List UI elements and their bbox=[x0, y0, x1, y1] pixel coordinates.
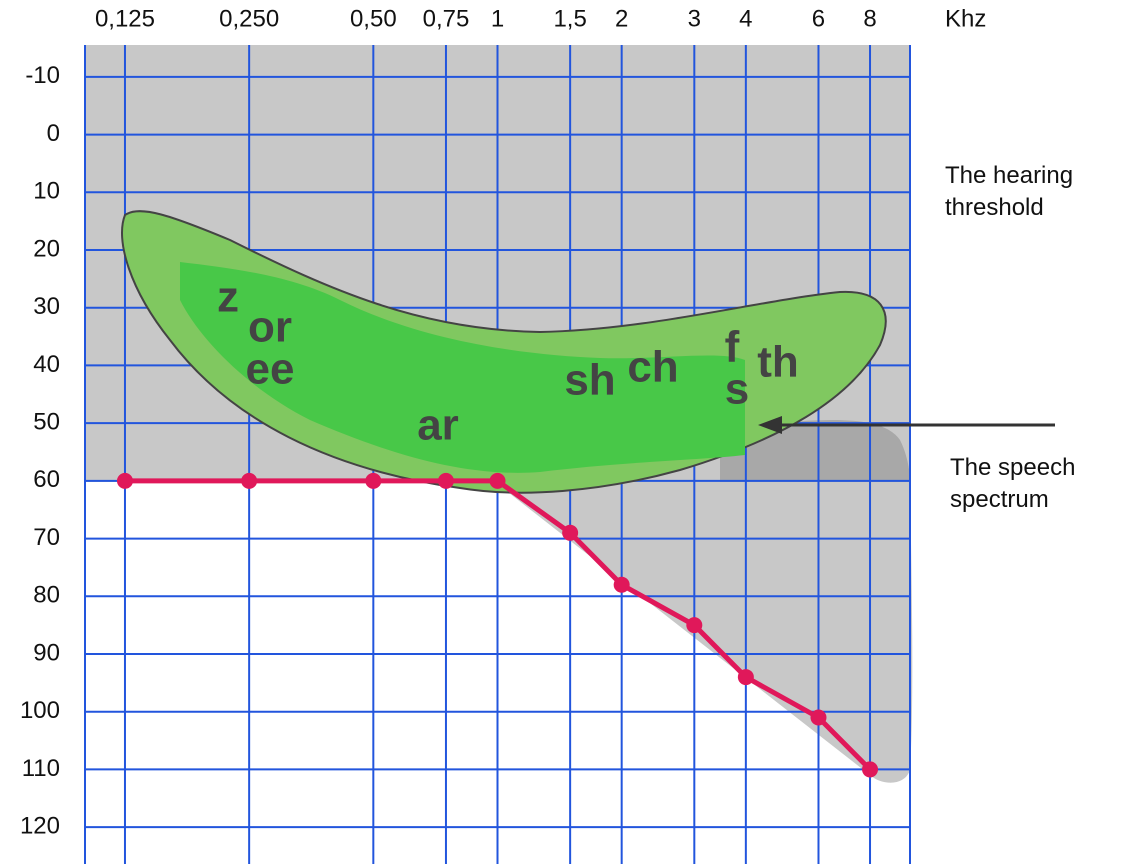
x-tick-label: 1,5 bbox=[553, 5, 586, 32]
x-tick-label: 6 bbox=[812, 5, 825, 32]
page: Khz -10 0 10 20 30 40 50 60 70 80 90 100 110 120 0,125… bbox=[0, 0, 1123, 864]
y-tick-label: 80 bbox=[33, 582, 60, 609]
y-tick-label: 20 bbox=[33, 235, 60, 262]
speech-sound: z bbox=[217, 273, 239, 322]
marker bbox=[117, 473, 133, 489]
marker bbox=[562, 525, 578, 541]
y-tick-label: 90 bbox=[33, 639, 60, 666]
annotation: The speech spectrum bbox=[950, 452, 1120, 516]
y-tick-label: 0 bbox=[47, 120, 60, 147]
x-tick-label: 3 bbox=[688, 5, 701, 32]
y-tick-label: 110 bbox=[22, 755, 60, 782]
y-tick-label: 60 bbox=[33, 466, 60, 493]
speech-sound: s bbox=[725, 365, 749, 414]
marker bbox=[862, 761, 878, 777]
y-tick-label: 50 bbox=[33, 408, 60, 435]
marker bbox=[438, 473, 454, 489]
marker bbox=[810, 709, 826, 725]
annotation: The hearing threshold bbox=[945, 160, 1115, 224]
speech-sound: ch bbox=[627, 343, 678, 392]
x-tick-label: 2 bbox=[615, 5, 628, 32]
speech-sound: ar bbox=[417, 401, 459, 450]
y-tick-label: 30 bbox=[33, 293, 60, 320]
marker bbox=[241, 473, 257, 489]
speech-sound: th bbox=[757, 338, 799, 387]
y-tick-label: -10 bbox=[25, 62, 60, 89]
x-unit-label: Khz bbox=[945, 5, 986, 32]
speech-sound: sh bbox=[564, 356, 615, 405]
y-tick-label: 120 bbox=[20, 812, 60, 839]
marker bbox=[490, 473, 506, 489]
marker bbox=[686, 617, 702, 633]
y-tick-label: 70 bbox=[33, 524, 60, 551]
x-tick-label: 0,75 bbox=[423, 5, 470, 32]
speech-sound: ee bbox=[246, 345, 295, 394]
x-tick-label: 1 bbox=[491, 5, 504, 32]
marker bbox=[614, 577, 630, 593]
x-tick-label: 0,250 bbox=[219, 5, 279, 32]
x-tick-label: 8 bbox=[863, 5, 876, 32]
x-tick-label: 0,50 bbox=[350, 5, 397, 32]
y-tick-label: 10 bbox=[33, 178, 60, 205]
x-tick-label: 4 bbox=[739, 5, 752, 32]
y-tick-label: 100 bbox=[20, 697, 60, 724]
y-tick-label: 40 bbox=[33, 351, 60, 378]
chart: Khz -10 0 10 20 30 40 50 60 70 80 90 100 110 120 0,125… bbox=[0, 0, 1123, 864]
marker bbox=[738, 669, 754, 685]
x-tick-label: 0,125 bbox=[95, 5, 155, 32]
marker bbox=[365, 473, 381, 489]
